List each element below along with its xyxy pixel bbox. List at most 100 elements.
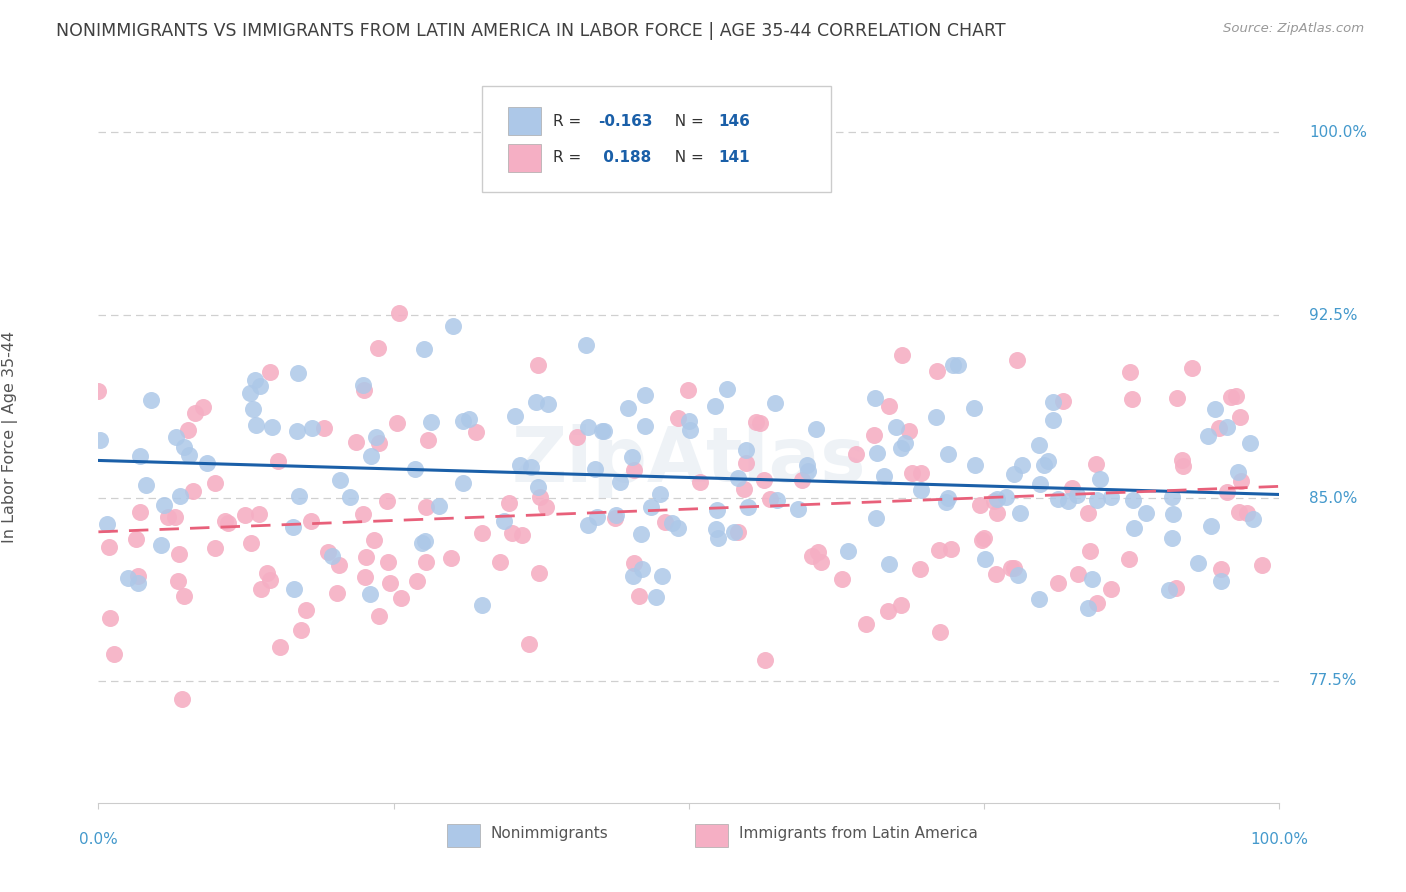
Point <box>970 533 993 547</box>
Point <box>471 526 494 541</box>
Text: 0.0%: 0.0% <box>79 832 118 847</box>
Point <box>1199 519 1222 533</box>
Point <box>831 573 853 587</box>
Point <box>256 566 278 580</box>
Point <box>1229 474 1251 488</box>
Point <box>527 480 550 494</box>
Point <box>527 566 550 581</box>
Point <box>928 542 950 557</box>
Point <box>125 532 148 546</box>
Point <box>287 489 309 503</box>
Point <box>295 603 318 617</box>
Point <box>754 653 776 667</box>
Point <box>1135 506 1157 520</box>
Point <box>603 511 626 525</box>
FancyBboxPatch shape <box>508 107 541 135</box>
Point <box>127 568 149 582</box>
Point <box>262 420 284 434</box>
Point <box>862 428 884 442</box>
Text: NONIMMIGRANTS VS IMMIGRANTS FROM LATIN AMERICA IN LABOR FORCE | AGE 35-44 CORREL: NONIMMIGRANTS VS IMMIGRANTS FROM LATIN A… <box>56 22 1005 40</box>
Point <box>1078 544 1101 558</box>
Point <box>1243 512 1265 526</box>
Point <box>1225 389 1247 403</box>
Point <box>1227 465 1250 479</box>
Point <box>451 414 474 428</box>
FancyBboxPatch shape <box>695 824 728 847</box>
Point <box>925 364 948 378</box>
Point <box>890 441 912 455</box>
Text: 0.188: 0.188 <box>598 150 651 165</box>
Point <box>1208 421 1230 435</box>
Point <box>150 538 173 552</box>
Point <box>984 566 1007 581</box>
Point <box>1077 600 1099 615</box>
Point <box>1099 582 1122 597</box>
Point <box>873 469 896 483</box>
Point <box>89 434 111 448</box>
Point <box>1060 482 1083 496</box>
Point <box>908 562 931 576</box>
Point <box>925 410 948 425</box>
Point <box>837 544 859 558</box>
Point <box>616 401 638 415</box>
Point <box>1066 488 1088 502</box>
Point <box>790 473 813 487</box>
Text: N =: N = <box>665 113 709 128</box>
Point <box>865 511 887 525</box>
Point <box>796 458 818 473</box>
Point <box>167 548 190 562</box>
Point <box>354 570 377 584</box>
Point <box>1122 521 1144 535</box>
Point <box>1197 429 1219 443</box>
Point <box>807 545 830 559</box>
Point <box>621 569 644 583</box>
Point <box>884 420 907 434</box>
Point <box>249 379 271 393</box>
Point <box>735 456 758 470</box>
Text: 85.0%: 85.0% <box>1309 491 1357 506</box>
Point <box>290 623 312 637</box>
Point <box>325 586 347 600</box>
Point <box>1173 459 1195 474</box>
Point <box>679 424 702 438</box>
Point <box>901 466 924 480</box>
Point <box>936 447 959 461</box>
Point <box>723 524 745 539</box>
Point <box>135 478 157 492</box>
Point <box>1227 505 1250 519</box>
Point <box>389 591 412 605</box>
Text: N =: N = <box>665 150 709 165</box>
Point <box>575 337 598 351</box>
Point <box>676 383 699 397</box>
Point <box>494 515 516 529</box>
Point <box>411 536 433 550</box>
Point <box>245 418 267 433</box>
Point <box>1042 413 1064 427</box>
Point <box>1090 472 1112 486</box>
Point <box>242 402 264 417</box>
Point <box>855 616 877 631</box>
Text: R =: R = <box>553 150 586 165</box>
Point <box>1239 435 1261 450</box>
Point <box>312 421 335 435</box>
Point <box>1122 493 1144 508</box>
Point <box>524 395 547 409</box>
Text: -0.163: -0.163 <box>598 113 652 128</box>
Point <box>354 549 377 564</box>
Point <box>1000 561 1022 575</box>
Point <box>733 482 755 496</box>
Point <box>197 456 219 470</box>
Point <box>368 608 391 623</box>
Point <box>239 536 262 550</box>
Point <box>706 531 728 545</box>
Point <box>1119 365 1142 379</box>
Point <box>141 393 163 408</box>
Point <box>1002 467 1025 482</box>
Point <box>565 429 588 443</box>
Point <box>87 384 110 398</box>
Point <box>623 556 645 570</box>
Text: Nonimmigrants: Nonimmigrants <box>491 826 609 841</box>
Point <box>471 598 494 612</box>
Point <box>986 506 1008 520</box>
Text: Source: ZipAtlas.com: Source: ZipAtlas.com <box>1223 22 1364 36</box>
